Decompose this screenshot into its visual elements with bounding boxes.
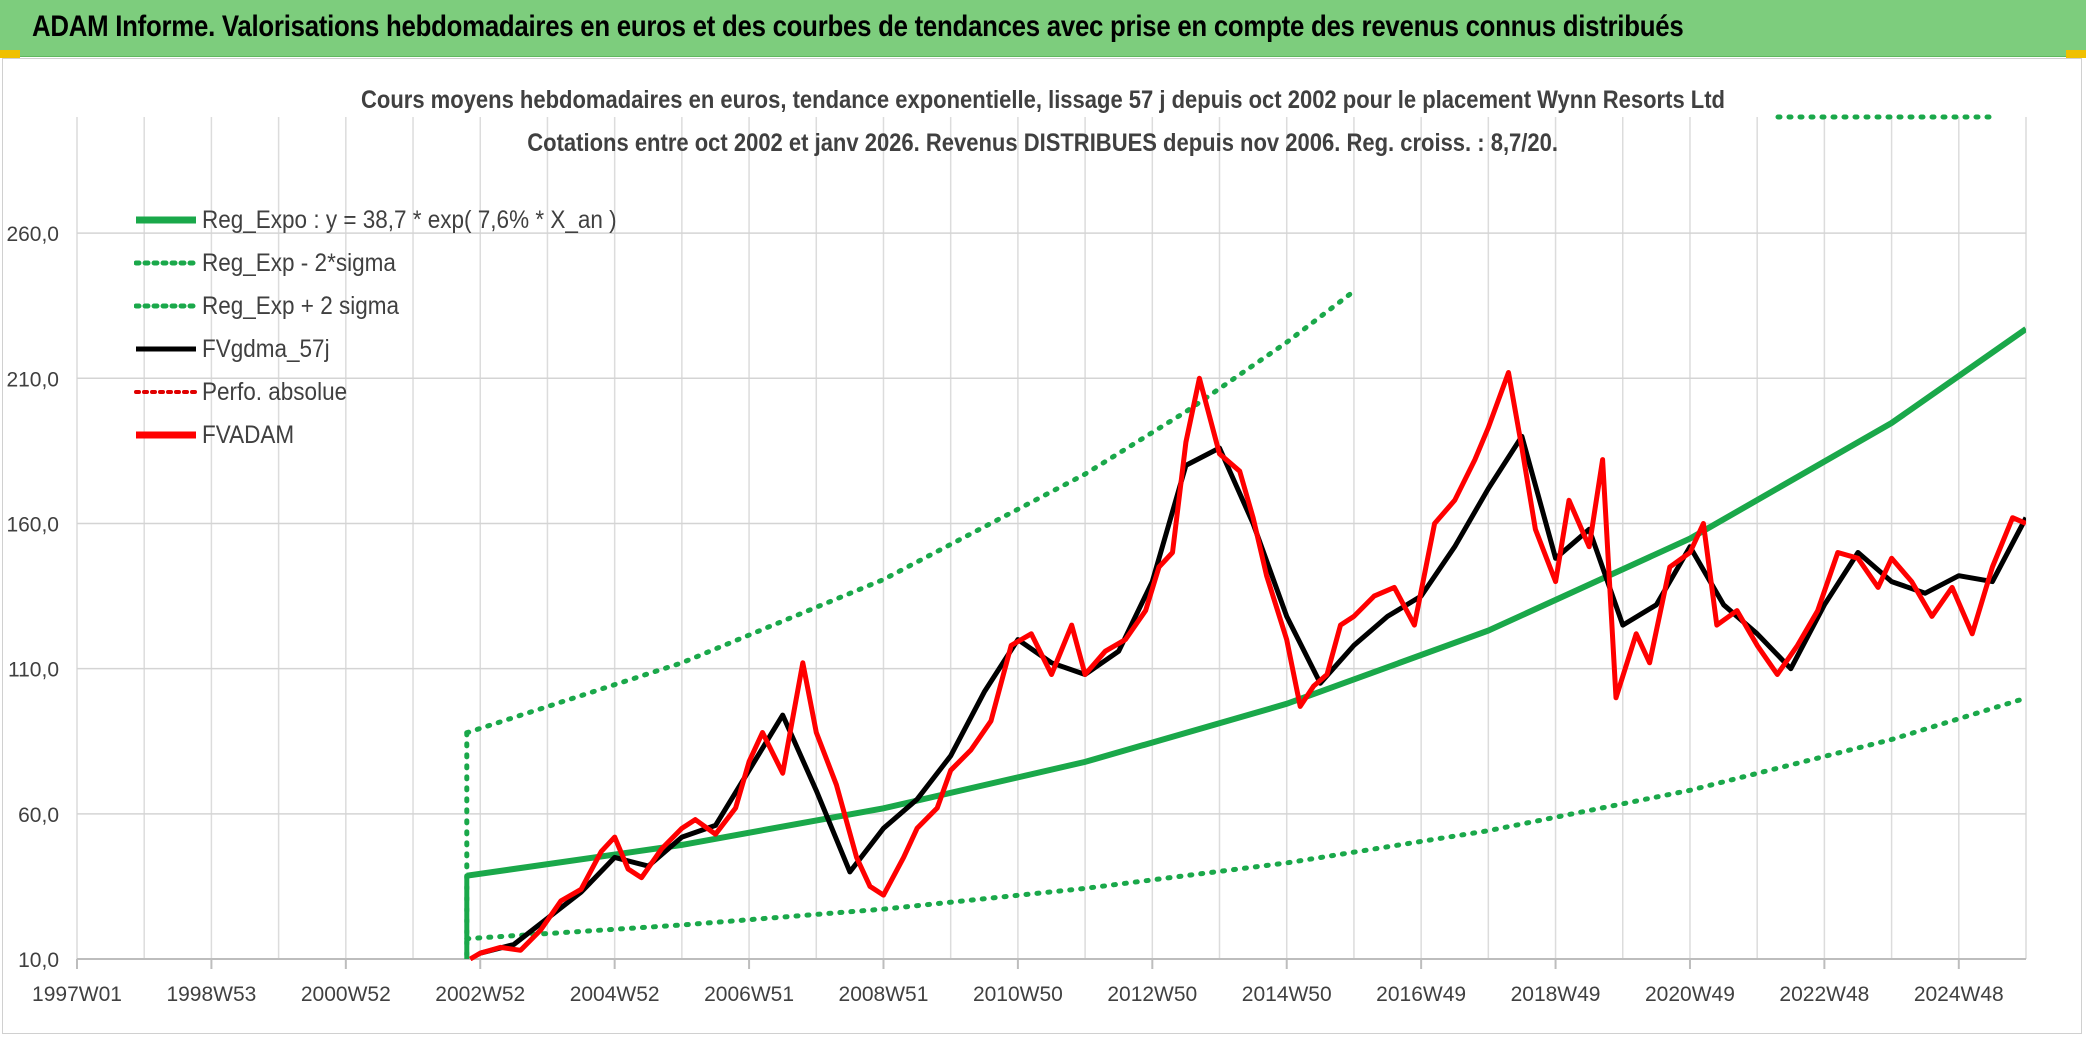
header-bar: ADAM Informe. Valorisations hebdomadaire… bbox=[0, 0, 2086, 57]
page-title: ADAM Informe. Valorisations hebdomadaire… bbox=[32, 10, 1684, 43]
series-fvadam bbox=[468, 370, 2026, 961]
axis-labels: 10,0 60,0 110,0 160,0 210,0 260,0 1997W01 1998W… bbox=[6, 223, 2026, 1006]
horizontal-gridlines bbox=[77, 232, 2026, 960]
chart-subtitle: Cotations entre oct 2002 et janv 2026. R… bbox=[527, 129, 1559, 157]
x-tick-label: 2022W48 bbox=[1779, 983, 1869, 1006]
x-tick-label: 2010W50 bbox=[973, 983, 1063, 1006]
x-tick-label: 2006W51 bbox=[704, 983, 794, 1006]
x-tick-label: 2002W52 bbox=[435, 983, 525, 1006]
x-tick-label: 2020W49 bbox=[1645, 983, 1735, 1006]
x-tick-label: 2016W49 bbox=[1376, 983, 1466, 1006]
chart-title: Cours moyens hebdomadaires en euros, ten… bbox=[361, 86, 1725, 114]
series-reg_exp bbox=[464, 288, 1357, 736]
x-tick-label: 2024W48 bbox=[1914, 983, 2004, 1006]
right-corner-marker bbox=[2066, 50, 2086, 58]
vertical-gridlines bbox=[76, 117, 2027, 959]
x-tick-label: 2008W51 bbox=[839, 983, 929, 1006]
y-tick-label: 160,0 bbox=[6, 513, 59, 536]
x-tick-label: 2000W52 bbox=[301, 983, 391, 1006]
x-tick-label: 1997W01 bbox=[32, 983, 122, 1006]
series-layer bbox=[464, 114, 2026, 962]
left-corner-marker bbox=[0, 50, 20, 58]
y-tick-label: 10,0 bbox=[18, 949, 59, 972]
series-reg_expo bbox=[466, 326, 2026, 879]
series-reg_exp bbox=[464, 695, 2026, 942]
x-tick-label: 2018W49 bbox=[1511, 983, 1601, 1006]
chart-frame bbox=[2, 58, 2082, 1034]
x-tick-label: 2004W52 bbox=[570, 983, 660, 1006]
y-tick-label: 110,0 bbox=[8, 659, 59, 682]
x-tick-label: 1998W53 bbox=[166, 983, 256, 1006]
y-tick-label: 60,0 bbox=[18, 804, 59, 827]
x-tick-label: 2012W50 bbox=[1107, 983, 1197, 1006]
y-tick-label: 260,0 bbox=[6, 223, 59, 246]
y-tick-label: 210,0 bbox=[6, 368, 59, 391]
x-tick-label: 2014W50 bbox=[1242, 983, 1332, 1006]
